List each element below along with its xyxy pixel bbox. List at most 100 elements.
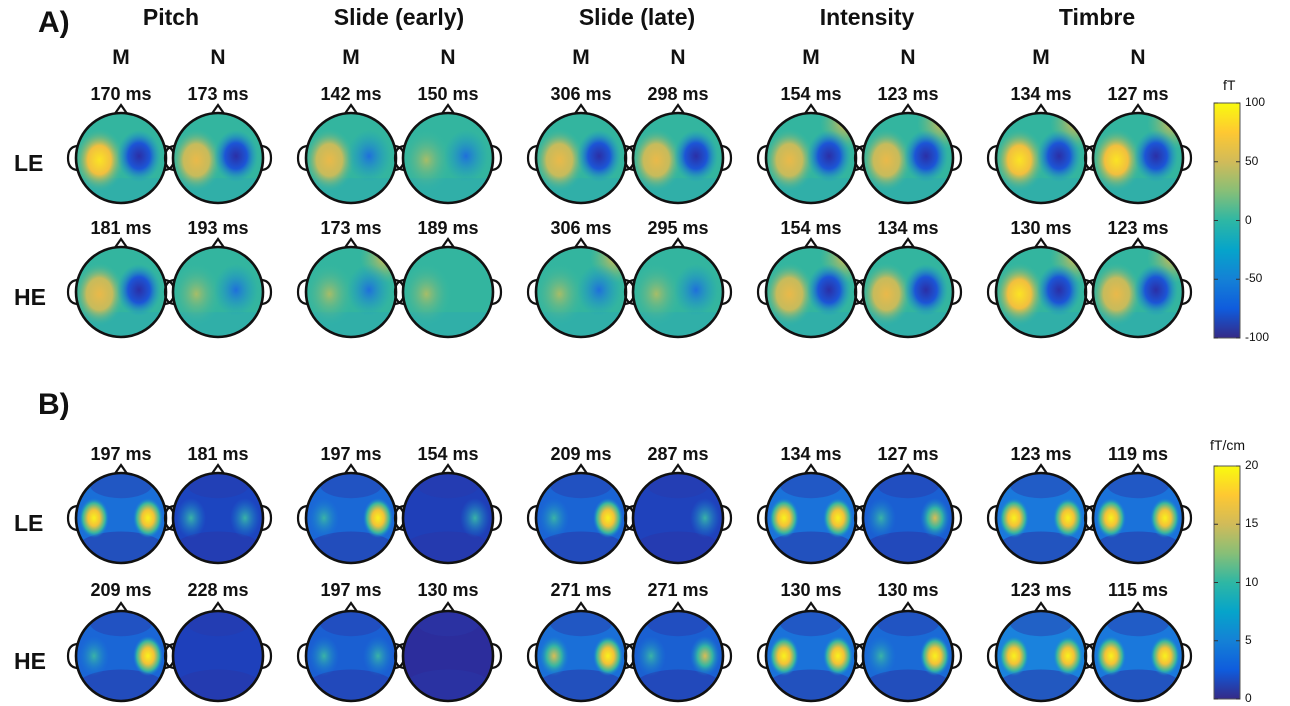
topomap-a-he-5 [623,237,733,339]
topomap-b-le-7 [853,463,963,565]
colorbar-a [1213,102,1241,339]
left-ear-icon [623,278,635,306]
colorbar-unit-a: fT [1223,77,1236,93]
topomap-a-le-5 [623,103,733,205]
left-ear-icon [66,642,78,670]
group-label-n: N [900,46,916,69]
left-ear-icon [756,278,768,306]
latency-label: 154 ms [780,218,842,238]
topomap-b-he-0 [66,601,176,703]
colorbar-tick-label: 5 [1245,632,1252,647]
latency-label: 115 ms [1107,580,1169,600]
field-map [173,473,263,563]
field-map [536,473,626,563]
topomap-b-he-5 [623,601,733,703]
field-map [173,247,263,337]
colorbar-tick-label: 0 [1245,691,1252,705]
left-ear-icon [853,144,865,172]
head-outline [171,471,265,565]
topomap-a-le-0 [66,103,176,205]
panel-label-b: B) [38,388,70,421]
right-ear-icon [261,278,273,306]
left-ear-icon [853,642,865,670]
head-outline [1091,245,1185,339]
condition-title-pitch: Pitch [142,4,200,30]
left-ear-icon [163,504,175,532]
latency-label: 130 ms [780,580,842,600]
field-map [863,473,953,563]
right-ear-icon [951,642,963,670]
topomap-b-le-8 [986,463,1096,565]
head-outline [631,471,725,565]
right-ear-icon [951,144,963,172]
field-map [403,113,493,203]
topomap-a-he-7 [853,237,963,339]
head-outline [861,471,955,565]
latency-label: 271 ms [550,580,612,600]
condition-title-timbre: Timbre [1058,4,1136,30]
topomap-b-he-7 [853,601,963,703]
head-outline [1091,609,1185,703]
topomap-b-le-9 [1083,463,1193,565]
group-label-m: M [342,46,360,69]
panel-label-a: A) [38,6,70,39]
left-ear-icon [526,504,538,532]
right-ear-icon [951,504,963,532]
field-map [633,611,723,701]
latency-label: 197 ms [320,580,382,600]
head-outline [401,609,495,703]
colorbar-b [1213,465,1241,700]
field-map [633,247,723,337]
latency-label: 134 ms [780,444,842,464]
group-label-m: M [1032,46,1050,69]
topomap-b-he-6 [756,601,866,703]
left-ear-icon [526,144,538,172]
right-ear-icon [721,278,733,306]
latency-label: 130 ms [417,580,479,600]
group-label-n: N [670,46,686,69]
topomap-b-he-3 [393,601,503,703]
field-map [306,113,396,203]
condition-title-intensity: Intensity [819,4,915,30]
right-ear-icon [491,144,503,172]
left-ear-icon [66,278,78,306]
left-ear-icon [393,504,405,532]
field-map [536,113,626,203]
head-outline [861,111,955,205]
field-map [76,113,166,203]
row-label-a-he: HE [14,284,46,310]
topomap-b-le-5 [623,463,733,565]
field-map [1093,473,1183,563]
right-ear-icon [721,504,733,532]
colorbar-tick-label: 100 [1245,95,1266,109]
right-ear-icon [491,504,503,532]
topomap-a-le-2 [296,103,406,205]
colorbar-tick-label: -100 [1245,330,1270,344]
topomap-b-le-4 [526,463,636,565]
latency-label: 287 ms [647,444,709,464]
left-ear-icon [66,144,78,172]
topomap-a-le-3 [393,103,503,205]
left-ear-icon [296,278,308,306]
latency-label: 150 ms [417,84,479,104]
left-ear-icon [756,504,768,532]
left-ear-icon [163,642,175,670]
right-ear-icon [491,278,503,306]
latency-label: 130 ms [877,580,939,600]
latency-label: 173 ms [187,84,249,104]
latency-label: 154 ms [417,444,479,464]
latency-label: 119 ms [1107,444,1169,464]
head-outline [631,245,725,339]
row-label-b-he: HE [14,648,46,674]
head-outline [631,609,725,703]
head-outline [1091,471,1185,565]
left-ear-icon [853,278,865,306]
group-label-n: N [210,46,226,69]
field-map [403,611,493,701]
head-outline [631,111,725,205]
left-ear-icon [986,278,998,306]
topomap-a-he-3 [393,237,503,339]
left-ear-icon [623,642,635,670]
left-ear-icon [526,278,538,306]
